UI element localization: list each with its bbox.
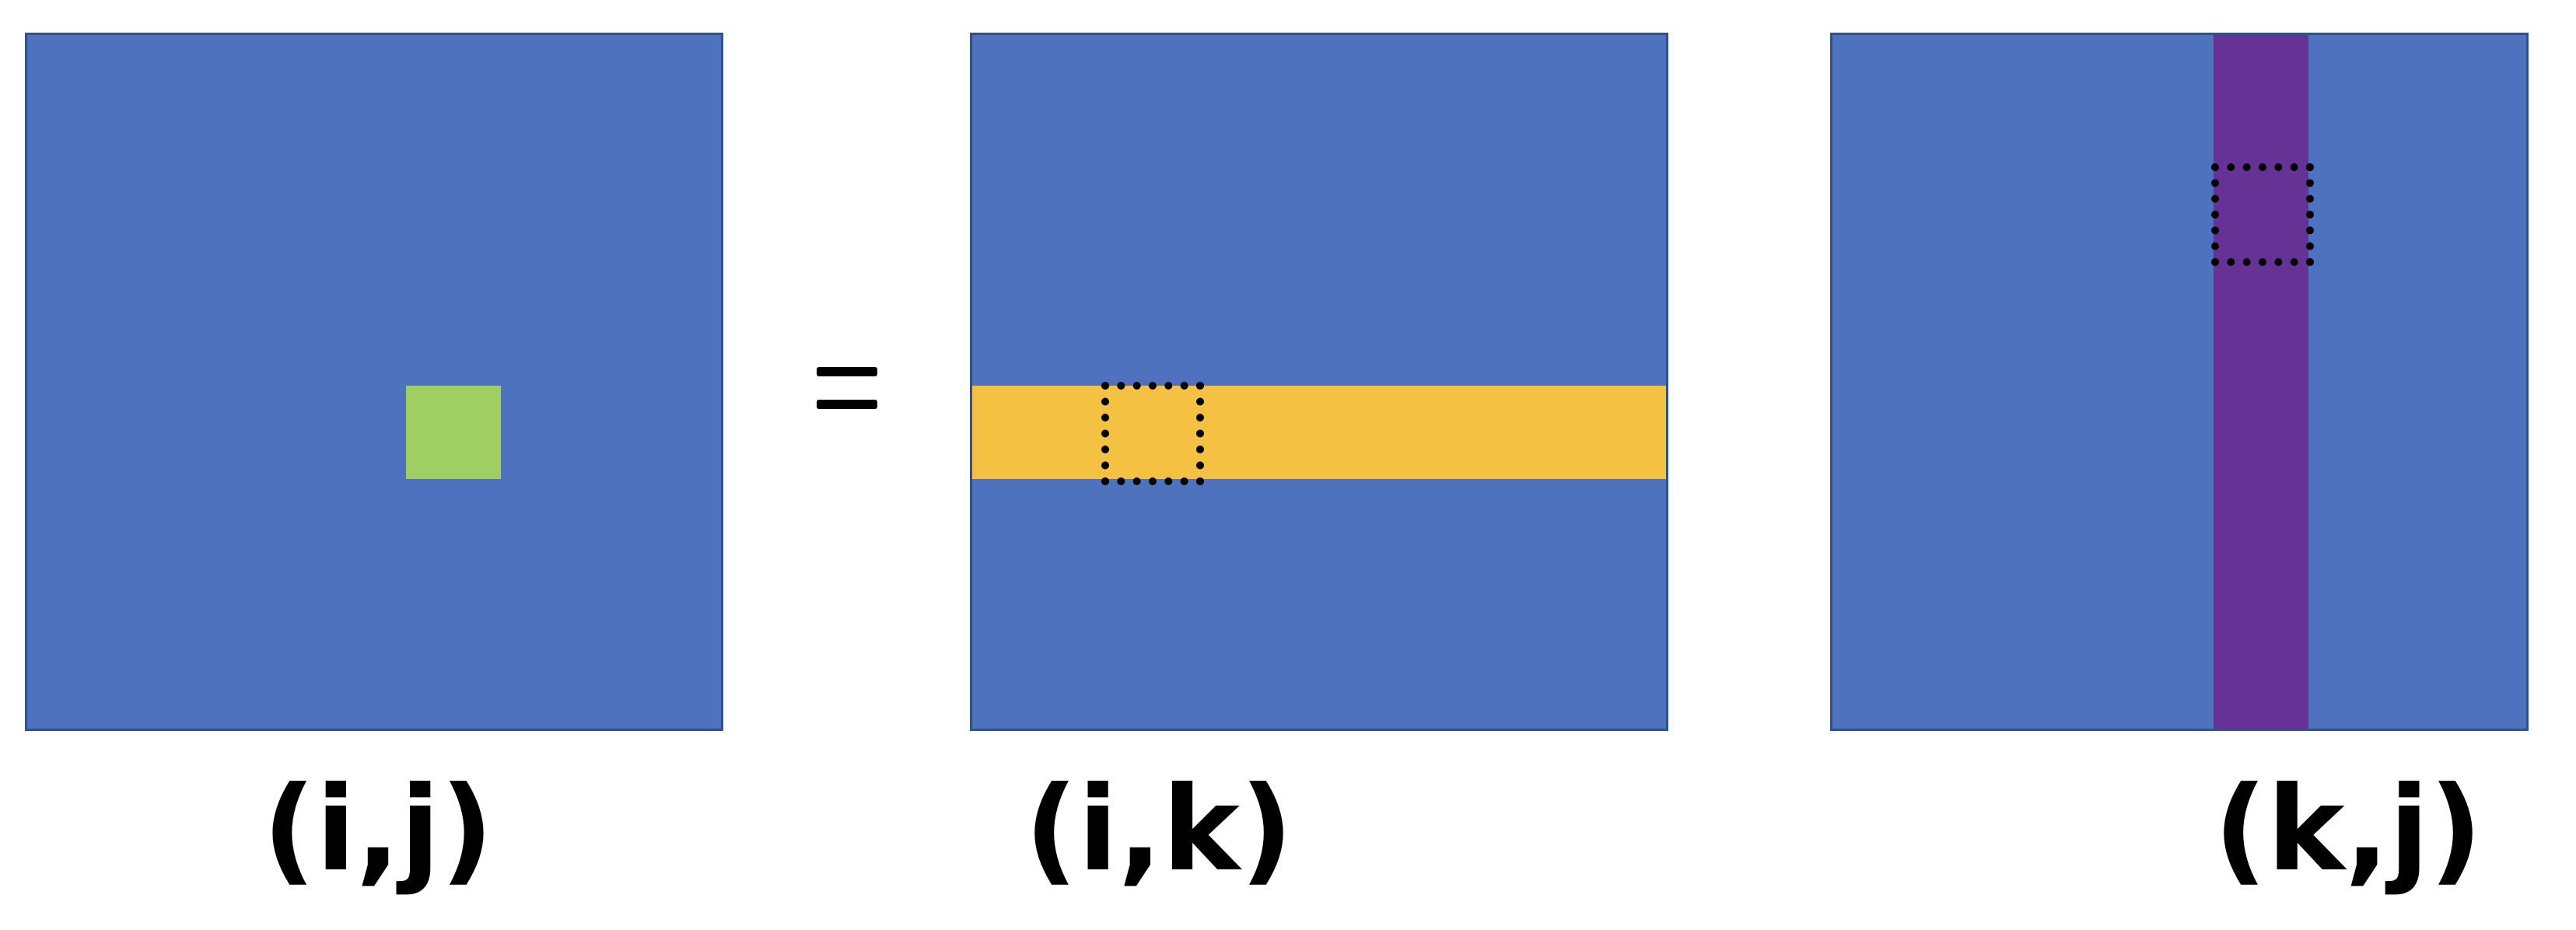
equals-sign-top-bar [817, 367, 877, 376]
equals-sign: = [817, 365, 877, 412]
column-highlight [2214, 35, 2308, 729]
left-operand-label: (i,k) [1024, 762, 1293, 897]
result-label: (i,j) [262, 762, 494, 897]
row-element-dotted-outline [1101, 382, 1204, 485]
result-cell-highlight [406, 386, 501, 479]
equals-sign-bottom-bar [817, 400, 877, 409]
right-operand-label: (k,j) [2214, 762, 2483, 897]
right-operand-matrix [1830, 33, 2529, 731]
left-operand-matrix [970, 33, 1668, 731]
row-highlight [972, 386, 1666, 479]
column-element-dotted-outline [2211, 163, 2314, 266]
result-matrix [25, 33, 723, 731]
